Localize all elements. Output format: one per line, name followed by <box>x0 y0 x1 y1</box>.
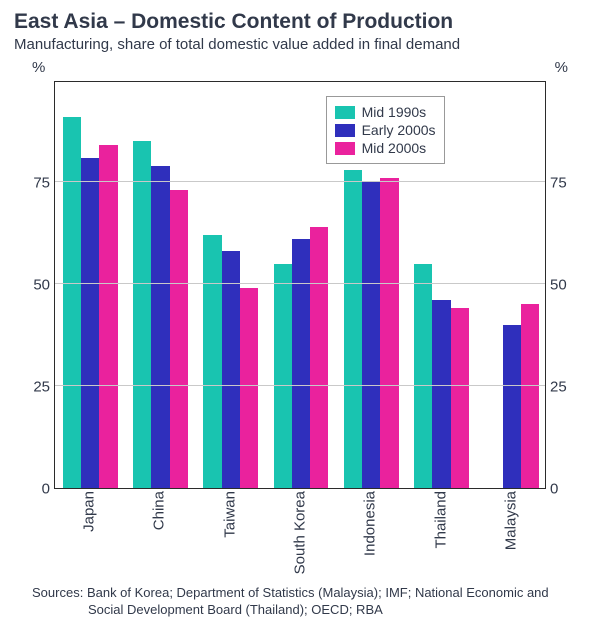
x-label: Indonesia <box>362 491 379 556</box>
bar <box>451 308 469 488</box>
bar <box>240 288 258 488</box>
sources-text: Bank of Korea; Department of Statistics … <box>87 585 549 617</box>
sources-label: Sources: <box>32 585 83 600</box>
bar <box>310 227 328 488</box>
bar <box>292 239 310 488</box>
plot-area: Mid 1990s Early 2000s Mid 2000s <box>54 81 546 489</box>
bar-group <box>203 82 258 488</box>
x-labels: Japan China Taiwan South Korea Indonesia Thai… <box>54 491 546 581</box>
bar <box>414 264 432 488</box>
y-unit-left: % <box>32 59 45 76</box>
x-label: South Korea <box>292 491 309 574</box>
bars-layer <box>55 82 545 488</box>
ytick-right: 0 <box>550 481 586 498</box>
bar <box>170 190 188 488</box>
legend-label: Mid 2000s <box>362 140 427 156</box>
chart-title: East Asia – Domestic Content of Producti… <box>14 10 586 34</box>
legend-item: Early 2000s <box>335 122 436 138</box>
bar <box>521 304 539 488</box>
bar-group <box>63 82 118 488</box>
legend-swatch <box>335 142 355 155</box>
x-label: Taiwan <box>221 491 238 538</box>
ytick-right: 50 <box>550 277 586 294</box>
ytick-right: 75 <box>550 175 586 192</box>
chart-area: % % Mid 1990sEarly 2000sMid 2000s 025507… <box>14 59 586 489</box>
chart-container: East Asia – Domestic Content of Producti… <box>0 0 600 627</box>
bar-group <box>274 82 329 488</box>
legend-swatch <box>335 106 355 119</box>
legend: Mid 1990s Early 2000s Mid 2000s <box>326 96 445 164</box>
bar <box>63 117 81 488</box>
ytick-left: 25 <box>14 379 50 396</box>
bar-group <box>484 82 539 488</box>
x-label: Thailand <box>432 491 449 549</box>
x-label: China <box>151 491 168 530</box>
bar <box>81 158 99 488</box>
y-unit-right: % <box>555 59 568 76</box>
bar <box>362 182 380 488</box>
bar <box>380 178 398 488</box>
bar <box>133 141 151 488</box>
chart-subtitle: Manufacturing, share of total domestic v… <box>14 36 586 53</box>
gridline <box>55 181 545 182</box>
ytick-left: 50 <box>14 277 50 294</box>
bar <box>99 145 117 488</box>
bar <box>151 166 169 488</box>
legend-label: Mid 1990s <box>362 104 427 120</box>
gridline <box>55 385 545 386</box>
bar-group <box>133 82 188 488</box>
bar <box>344 170 362 488</box>
ytick-left: 0 <box>14 481 50 498</box>
legend-item: Mid 2000s <box>335 140 436 156</box>
bar <box>503 325 521 488</box>
legend-item: Mid 1990s <box>335 104 436 120</box>
bar <box>203 235 221 488</box>
bar <box>432 300 450 488</box>
x-label: Japan <box>81 491 98 532</box>
ytick-left: 75 <box>14 175 50 192</box>
legend-label: Early 2000s <box>362 122 436 138</box>
bar <box>274 264 292 488</box>
sources-line: Sources: Bank of Korea; Department of St… <box>70 585 586 619</box>
legend-swatch <box>335 124 355 137</box>
ytick-right: 25 <box>550 379 586 396</box>
x-label: Malaysia <box>502 491 519 550</box>
gridline <box>55 283 545 284</box>
bar <box>222 251 240 488</box>
